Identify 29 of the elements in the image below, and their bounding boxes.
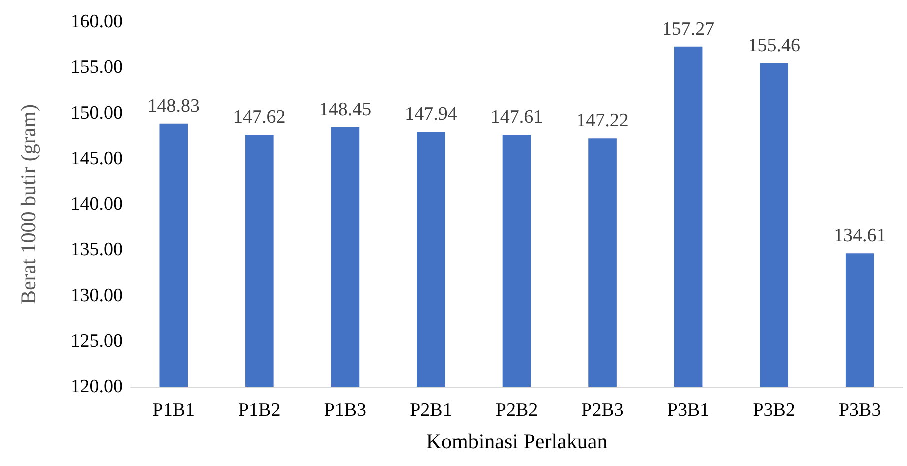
x-tick-label: P1B1 (152, 400, 196, 421)
y-tick-label: 120.00 (70, 376, 123, 398)
y-tick-label: 135.00 (70, 240, 123, 261)
data-label: 148.83 (148, 96, 200, 117)
data-label: 148.45 (319, 99, 372, 120)
y-tick-label: 140.00 (70, 194, 123, 215)
x-tick-label: P1B2 (238, 400, 281, 421)
x-tick-label: P3B1 (667, 400, 710, 421)
data-label: 147.94 (405, 104, 458, 126)
y-axis-title: Berat 1000 butir (gram) (16, 104, 40, 305)
x-tick-label: P3B3 (838, 400, 882, 421)
x-tick-label: P2B2 (496, 400, 538, 421)
data-label: 134.61 (834, 226, 886, 247)
x-tick-label: P2B3 (582, 400, 624, 421)
x-tick-label: P3B2 (753, 400, 796, 421)
y-tick-label: 155.00 (70, 57, 123, 78)
data-label: 157.27 (662, 18, 715, 40)
data-label: 147.61 (490, 107, 544, 128)
data-label: 147.62 (234, 106, 286, 128)
data-label: 155.46 (748, 35, 800, 56)
y-tick-label: 130.00 (70, 285, 123, 306)
x-tick-label: P1B3 (324, 400, 367, 421)
x-tick-label: P2B1 (410, 400, 452, 421)
y-tick-label: 125.00 (70, 330, 123, 352)
y-tick-label: 160.00 (70, 12, 123, 32)
data-label: 147.22 (576, 110, 629, 132)
y-tick-label: 145.00 (70, 148, 123, 170)
x-axis-title: Kombinasi Perlakuan (426, 430, 608, 454)
y-tick-label: 150.00 (70, 102, 123, 124)
